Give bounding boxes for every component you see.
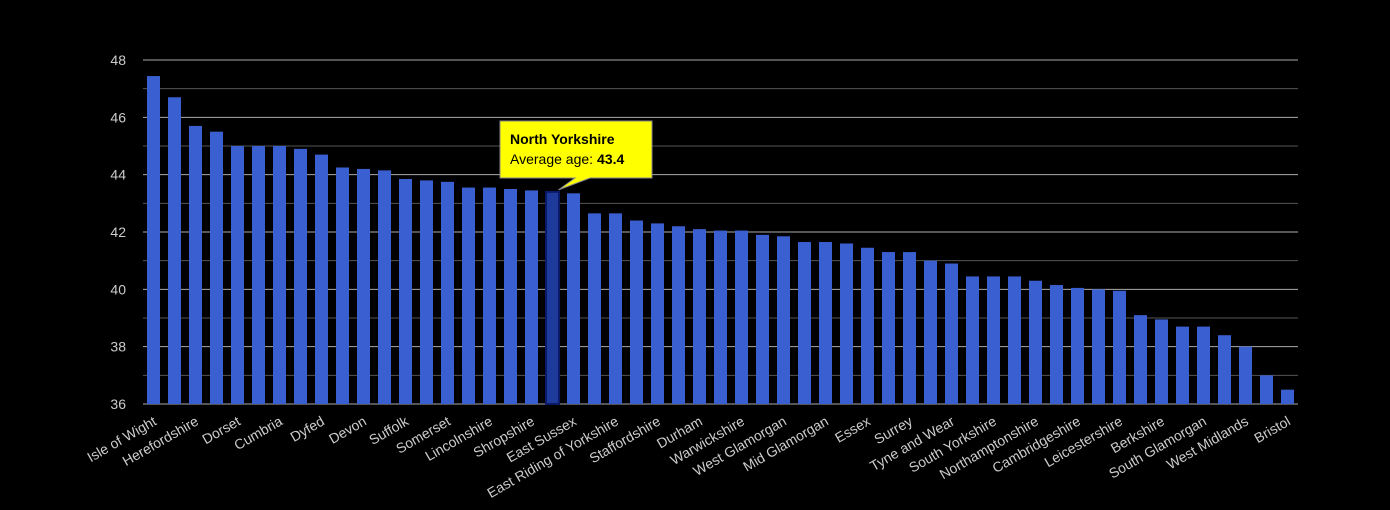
bar	[777, 236, 790, 404]
y-tick-label: 48	[110, 52, 126, 68]
bar	[1176, 326, 1189, 404]
bar	[378, 170, 391, 404]
bar	[336, 167, 349, 404]
bar	[210, 131, 223, 404]
bar	[1113, 290, 1126, 404]
bar	[147, 76, 160, 404]
y-tick-label: 46	[110, 109, 126, 125]
bar	[504, 189, 517, 404]
tooltip-label: Average age:	[510, 151, 593, 167]
bar	[294, 148, 307, 404]
tooltip-box	[499, 120, 653, 191]
bar	[672, 226, 685, 404]
bar	[588, 213, 601, 404]
bar	[756, 234, 769, 404]
x-tick-label: Devon	[326, 413, 369, 447]
bar	[861, 247, 874, 404]
bar	[966, 276, 979, 404]
bar	[1239, 346, 1252, 404]
bar	[1050, 285, 1063, 404]
bar	[987, 276, 1000, 404]
bar	[630, 220, 643, 404]
bar	[567, 193, 580, 404]
bar	[819, 242, 832, 404]
bar	[315, 154, 328, 404]
bar	[924, 260, 937, 404]
bar	[714, 230, 727, 404]
bar	[189, 125, 202, 404]
bar	[1218, 335, 1231, 404]
bar	[1197, 326, 1210, 404]
bar	[252, 146, 265, 404]
bar	[1071, 287, 1084, 404]
bar	[735, 230, 748, 404]
bar	[1029, 280, 1042, 404]
bar	[1155, 319, 1168, 404]
bar	[693, 229, 706, 404]
bar	[420, 180, 433, 404]
y-tick-label: 40	[110, 281, 126, 297]
bar	[483, 187, 496, 404]
bar	[840, 243, 853, 404]
tooltip-body: Average age: 43.4	[510, 151, 624, 167]
bar	[1260, 375, 1273, 404]
bar	[1134, 315, 1147, 404]
bar	[903, 252, 916, 404]
bar	[1008, 276, 1021, 404]
y-tick-label: 42	[110, 224, 126, 240]
x-tick-label: Bristol	[1251, 413, 1293, 446]
bar	[231, 146, 244, 404]
bar	[1092, 289, 1105, 404]
bar	[545, 190, 560, 405]
bar	[525, 190, 538, 404]
x-tick-label: Dyfed	[287, 413, 327, 445]
bar	[798, 242, 811, 404]
y-tick-label: 36	[110, 396, 126, 412]
tooltip: North Yorkshire Average age: 43.4	[499, 120, 653, 191]
y-tick-label: 44	[110, 167, 126, 183]
bar	[609, 213, 622, 404]
bar	[945, 263, 958, 404]
x-tick-label: Cumbria	[231, 413, 285, 453]
bar	[399, 178, 412, 404]
bar	[168, 97, 181, 405]
y-tick-label: 38	[110, 339, 126, 355]
bar	[651, 223, 664, 404]
bar	[1281, 389, 1294, 404]
bar	[462, 187, 475, 404]
tooltip-title: North Yorkshire	[510, 131, 615, 147]
x-tick-label: Essex	[832, 413, 873, 446]
bar	[273, 146, 286, 404]
tooltip-value: 43.4	[597, 151, 624, 167]
bar	[441, 181, 454, 404]
bar	[882, 252, 895, 404]
bar	[357, 168, 370, 404]
